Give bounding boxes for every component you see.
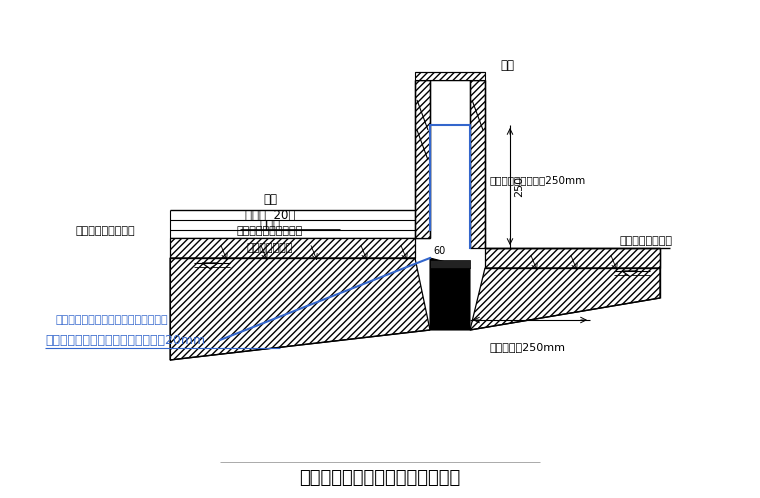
Polygon shape bbox=[622, 271, 638, 276]
Text: 钢筋混凝土楼板: 钢筋混凝土楼板 bbox=[247, 243, 293, 253]
Polygon shape bbox=[485, 248, 660, 268]
Text: 防水层: 防水层 bbox=[259, 219, 280, 232]
Text: 卫生间与其他房间交界处节点详图: 卫生间与其他房间交界处节点详图 bbox=[299, 469, 461, 487]
Text: 面层: 面层 bbox=[263, 193, 277, 206]
Polygon shape bbox=[170, 258, 430, 360]
Text: 250: 250 bbox=[514, 176, 524, 197]
Polygon shape bbox=[415, 72, 485, 80]
Text: 客厅结构顶板标高: 客厅结构顶板标高 bbox=[620, 236, 673, 246]
Text: 门洞: 门洞 bbox=[500, 59, 514, 72]
Polygon shape bbox=[415, 80, 430, 238]
Polygon shape bbox=[430, 260, 470, 268]
Polygon shape bbox=[430, 258, 470, 330]
Text: 防水封门距250mm: 防水封门距250mm bbox=[490, 342, 566, 352]
Text: 防水层卷上门洞侧边250mm: 防水层卷上门洞侧边250mm bbox=[490, 175, 586, 185]
Polygon shape bbox=[170, 238, 415, 258]
Polygon shape bbox=[470, 80, 485, 248]
Text: 60: 60 bbox=[434, 246, 446, 256]
Text: 卫生间结构顶板标高: 卫生间结构顶板标高 bbox=[75, 226, 135, 236]
Text: 导墙建筑面层宜比卫生间门口面层高20mm: 导墙建筑面层宜比卫生间门口面层高20mm bbox=[45, 334, 205, 347]
Polygon shape bbox=[202, 263, 218, 268]
Polygon shape bbox=[470, 268, 660, 330]
Text: 保护层  20厚: 保护层 20厚 bbox=[245, 209, 295, 222]
Text: 钢筋混凝土导墙高度根据建筑做法确定: 钢筋混凝土导墙高度根据建筑做法确定 bbox=[55, 315, 168, 325]
Text: 细石混凝土找坡找平层: 细石混凝土找坡找平层 bbox=[237, 226, 303, 236]
